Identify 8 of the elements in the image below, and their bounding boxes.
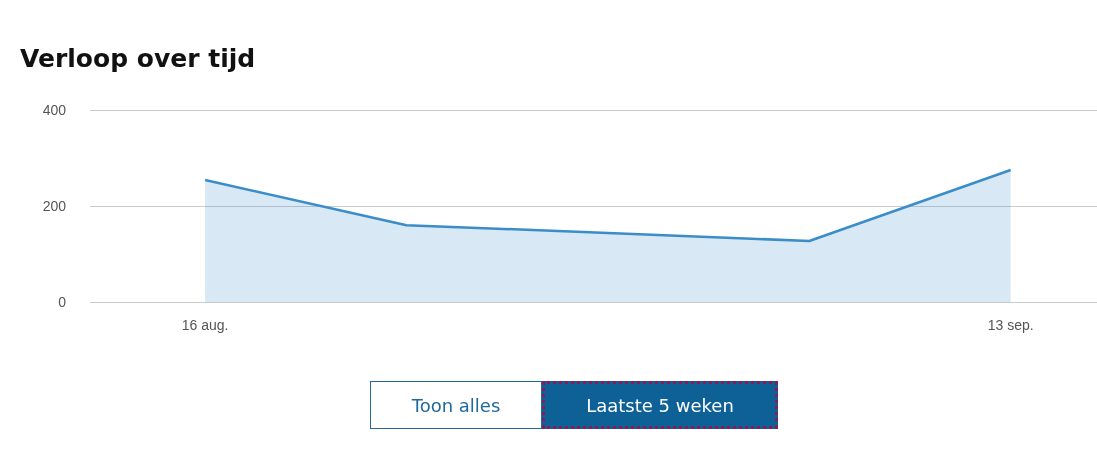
y-tick-label: 400 [42,102,67,118]
text: Laatste 5 weken [542,381,778,429]
y-tick-label: 200 [42,198,67,214]
x-tick-label: 13 sep. [987,317,1034,333]
chart-title: Verloop over tijd [20,44,256,73]
x-tick-label: 16 aug. [181,317,229,333]
y-tick-label: 0 [58,294,67,310]
text: Toon alles [370,381,542,429]
